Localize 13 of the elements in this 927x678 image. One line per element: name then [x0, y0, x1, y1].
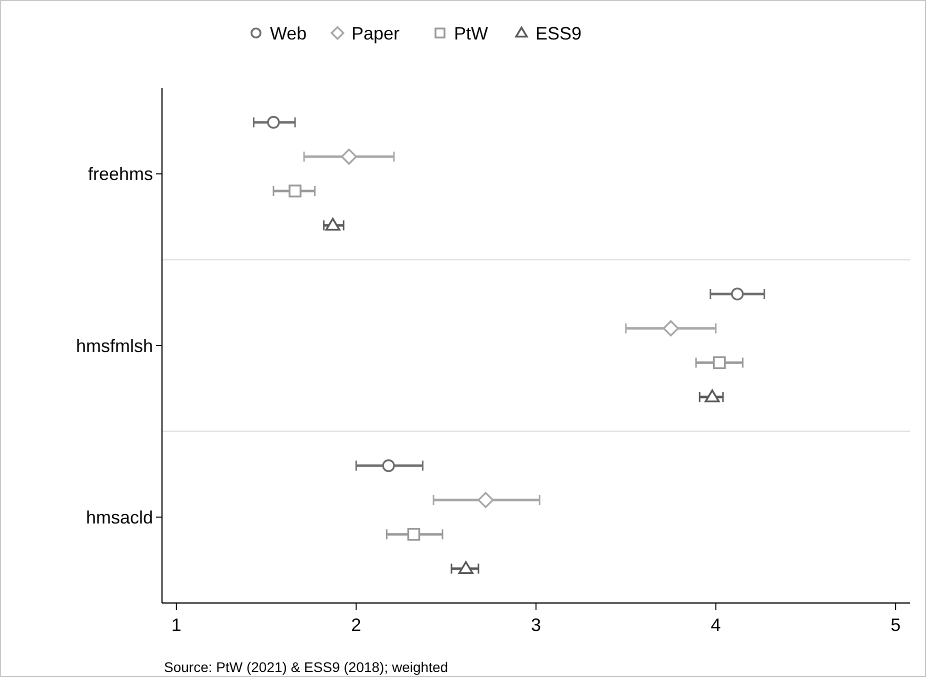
x-tick-label: 4 [710, 615, 721, 635]
legend-label: ESS9 [536, 23, 582, 44]
source-note: Source: PtW (2021) & ESS9 (2018); weighted [164, 659, 448, 675]
x-tick-label: 2 [351, 615, 362, 635]
x-tick-label: 5 [890, 615, 901, 635]
x-tick-label: 3 [530, 615, 542, 635]
legend-label: Paper [352, 23, 400, 44]
y-tick-label: hmsacld [86, 507, 153, 528]
y-tick-label: hmsfmlsh [76, 336, 153, 356]
legend-label: PtW [454, 23, 488, 44]
legend-label: Web [270, 23, 307, 44]
x-tick-label: 1 [171, 615, 182, 635]
y-tick-label: freehms [88, 164, 153, 184]
